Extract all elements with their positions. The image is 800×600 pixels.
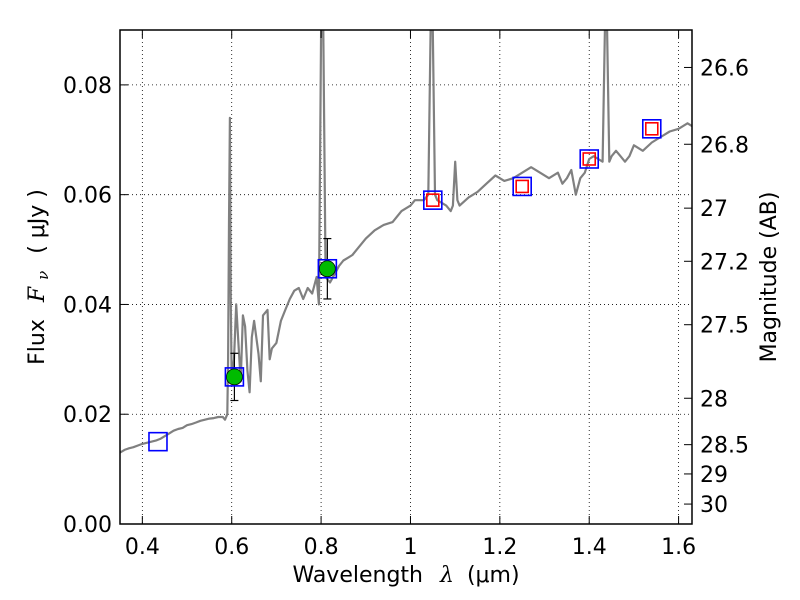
spectrum-layer [120, 30, 692, 454]
y-tick-label: 0.00 [63, 513, 112, 538]
x-tick-label: 1.4 [572, 535, 607, 560]
observed-point [318, 260, 336, 278]
y2-tick-label: 30 [700, 493, 728, 518]
y2-tick-label: 27 [700, 197, 728, 222]
y-tick-label: 0.02 [63, 403, 112, 428]
predicted-photometry-square [426, 193, 440, 207]
y-axis-label: Flux F ν ( μJy ) [25, 189, 54, 365]
y-tick-label: 0.06 [63, 184, 112, 209]
y2-tick-label: 29 [700, 463, 728, 488]
y-axis-label-prefix: Flux [25, 319, 50, 365]
y-axis-label-symbol: F [25, 286, 50, 303]
x-axis-label: Wavelength λ (μm) [292, 563, 519, 588]
y-axis-label-units: ( μJy ) [25, 189, 50, 254]
spectrum-line [120, 30, 692, 454]
x-tick-label: 0.6 [214, 535, 249, 560]
model-photometry-square [423, 190, 443, 210]
model-photometry-square [579, 149, 600, 169]
predicted-photometry-square [582, 152, 597, 166]
y2-axis-label: Magnitude (AB) [757, 192, 782, 363]
x-tick-label: 1.6 [661, 535, 696, 560]
grid-lines [120, 30, 692, 524]
y2-tick-label: 28.5 [700, 434, 749, 459]
x-axis-label-symbol: λ [439, 563, 454, 588]
model-photometry-square [224, 367, 245, 387]
plot-frame [119, 29, 693, 525]
y-axis-label-subscript: ν [34, 271, 52, 280]
x-axis-label-prefix: Wavelength [292, 563, 423, 588]
y2-tick-label: 26.6 [700, 56, 749, 81]
y2-tick-label: 28 [700, 387, 728, 412]
model-photometry-square [317, 258, 338, 279]
model-photometry-square [641, 119, 662, 139]
y-tick-label: 0.08 [63, 74, 112, 99]
model-photometry-square [148, 431, 168, 452]
x-tick-label: 0.4 [125, 535, 160, 560]
predicted-photometry-square [644, 122, 659, 136]
y2-tick-label: 27.2 [700, 250, 749, 275]
observed-point [225, 368, 243, 386]
x-tick-label: 0.8 [304, 535, 339, 560]
x-tick-label: 1.2 [482, 535, 517, 560]
y2-tick-label: 27.5 [700, 314, 749, 339]
y-tick-label: 0.04 [63, 293, 112, 318]
axis-ticks: 0.4 0.6 0.8 1 1.2 1.4 1.6 0.00 0.02 0.04 0.06 0.08 2… [63, 30, 749, 560]
y2-tick-label: 26.8 [700, 133, 749, 158]
x-tick-label: 1 [403, 535, 417, 560]
model-photometry-square [512, 176, 532, 197]
points-layer [148, 119, 662, 452]
predicted-photometry-square [515, 179, 529, 194]
x-axis-label-units: (μm) [467, 563, 520, 588]
